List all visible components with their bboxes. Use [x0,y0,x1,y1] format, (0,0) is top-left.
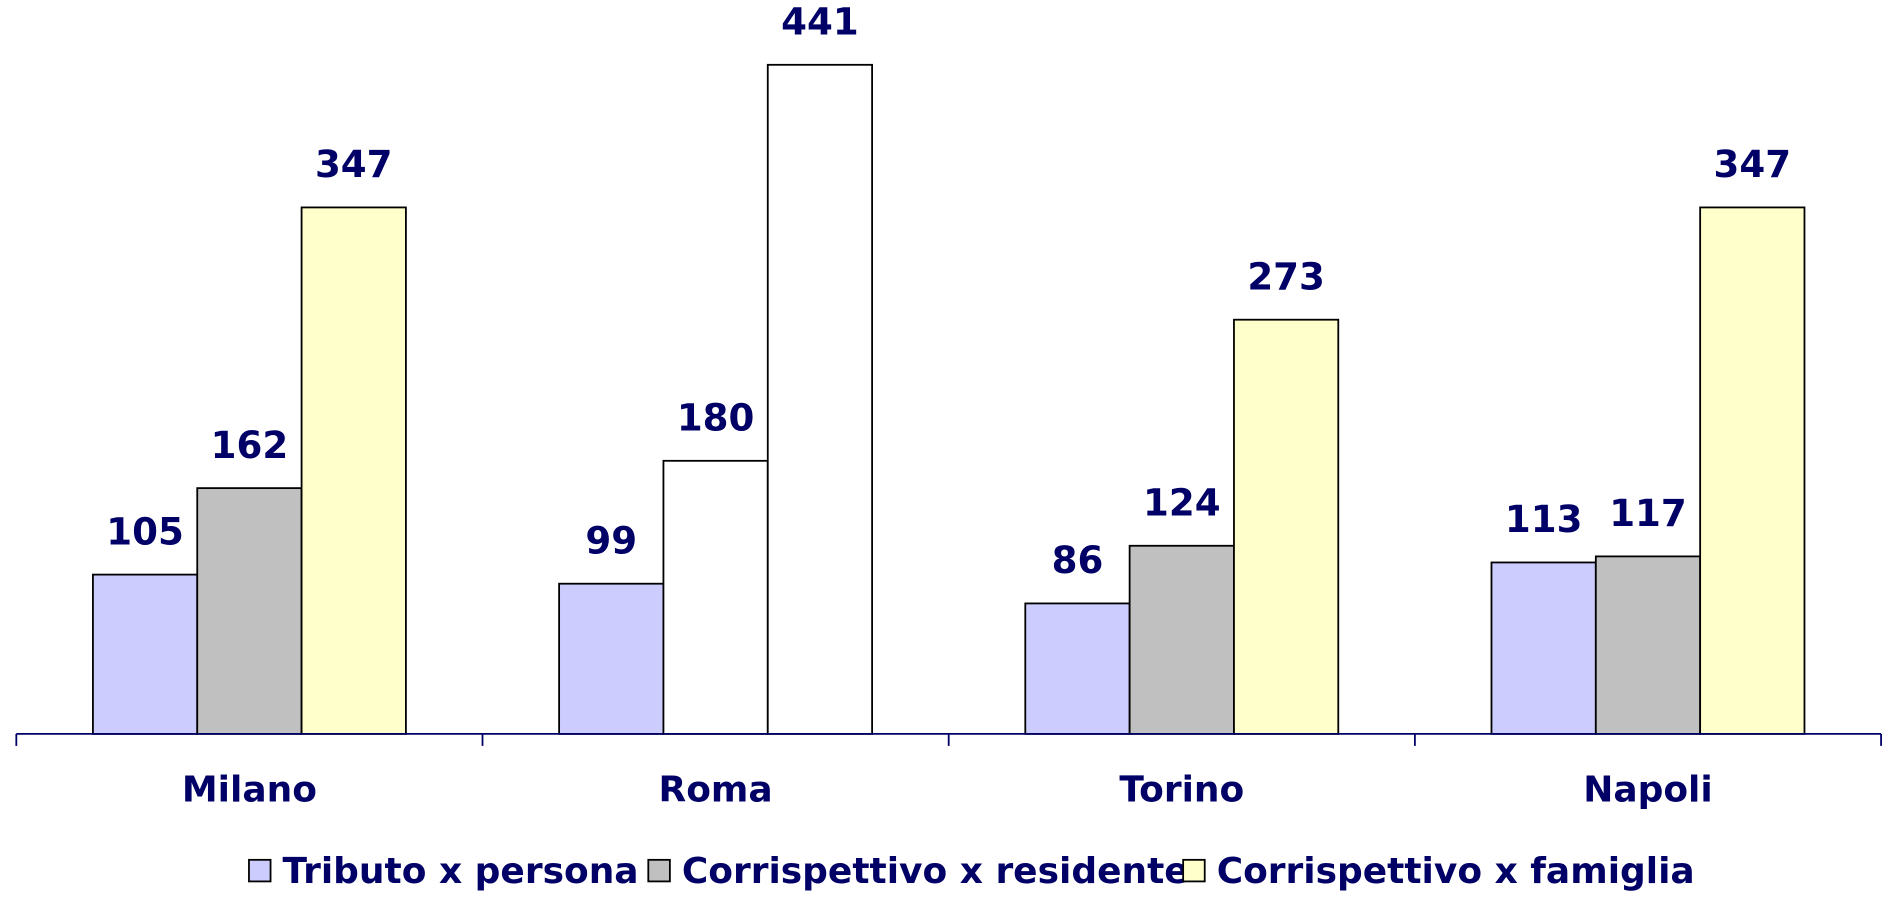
bar [92,573,199,735]
legend-swatch [1182,858,1206,883]
data-label: 99 [585,518,637,562]
data-label: 105 [106,509,184,553]
data-label: 347 [315,142,393,186]
bar [196,487,303,735]
legend-swatch [248,858,272,883]
bar [558,582,665,735]
legend-label: Tributo x persona [283,851,639,892]
data-label: 86 [1052,538,1104,582]
bar [300,206,407,735]
data-label: 117 [1609,491,1687,535]
bar [1699,206,1806,735]
bar [1024,602,1131,735]
data-label: 180 [677,396,755,440]
bar [662,459,769,735]
bar [1233,318,1340,735]
data-label: 162 [211,423,289,467]
bar [1490,561,1597,735]
legend-label: Corrispettivo x residente [682,851,1189,892]
x-tick-label: Napoli [1583,769,1713,810]
data-label: 347 [1714,142,1792,186]
data-label: 113 [1505,497,1583,541]
data-label: 124 [1143,480,1221,524]
data-label: 441 [781,0,859,44]
x-tick-label: Torino [1119,769,1244,810]
x-tick-label: Milano [182,769,317,810]
bar [1594,555,1702,735]
x-tick-label: Roma [659,769,773,810]
legend-swatch [647,858,671,883]
data-label: 273 [1247,254,1325,298]
bar [766,63,873,735]
bar [1128,544,1235,735]
legend-label: Corrispettivo x famiglia [1217,851,1695,892]
